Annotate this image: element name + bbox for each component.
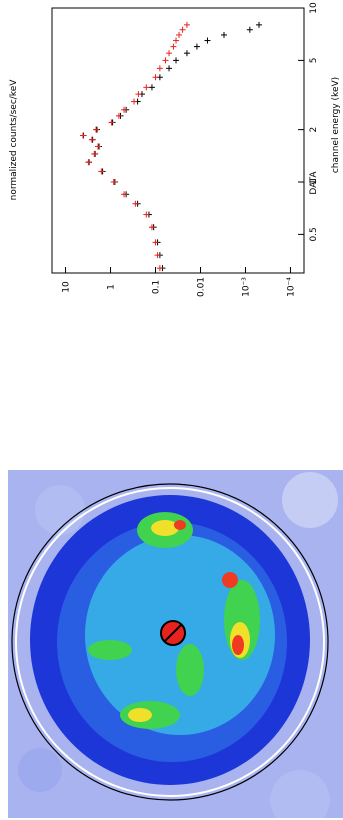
knot [176, 644, 204, 696]
blob [270, 770, 330, 818]
x-tick-label: 0.5 [309, 227, 319, 241]
data-point [166, 65, 173, 72]
data-point [108, 119, 115, 126]
exclusion-hatch [164, 624, 182, 642]
data-point [132, 200, 139, 207]
data-point [176, 31, 183, 38]
data-point [135, 91, 142, 98]
data-point [162, 57, 169, 64]
data-point [179, 26, 186, 33]
extraction-circle-outer [11, 483, 329, 801]
x-tick-label: 2 [309, 127, 319, 133]
data-point [156, 65, 163, 72]
y-tick-label: 0.1 [152, 280, 162, 294]
blob [35, 485, 85, 535]
data-point [94, 143, 101, 150]
spectrum-plot: 0.5 1 2 5 10 10⁻⁴ 10⁻³ 0.01 0.1 1 10 DATA channel… [9, 2, 341, 297]
data-point [170, 43, 177, 50]
x-axis-label: channel energy (keV) [331, 77, 341, 173]
y-tick-label: 0.01 [196, 277, 206, 297]
data-point [110, 179, 117, 186]
data-point [91, 150, 98, 157]
xray-image [8, 470, 343, 818]
data-point [115, 112, 122, 119]
y-tick-label: 10⁻⁴ [286, 277, 296, 297]
data-point [121, 106, 128, 113]
x-tick-label: 10 [309, 2, 319, 14]
data-point [79, 132, 86, 139]
data-point [98, 168, 105, 175]
spectrum-data-layer [79, 21, 263, 272]
data-point [154, 252, 161, 259]
data-point [88, 136, 95, 143]
y-tick-label: 10⁻³ [241, 277, 251, 297]
data-point [173, 57, 180, 64]
data-point [85, 159, 92, 166]
data-point [152, 74, 159, 81]
y-tick-label: 10 [62, 281, 72, 293]
data-point [166, 50, 173, 57]
knot [128, 708, 152, 722]
y-tick-label: 1 [107, 284, 117, 290]
y-axis-label: normalized counts/sec/keV [9, 79, 19, 201]
knot [88, 640, 132, 660]
x-axis-ticks: 0.5 1 2 5 10 [298, 2, 319, 242]
blob [282, 472, 338, 528]
data-point [204, 37, 211, 44]
data-point [246, 26, 253, 33]
data-point [152, 239, 159, 246]
data-point [156, 265, 163, 272]
data-point [256, 21, 263, 28]
plot-title: DATA [309, 171, 319, 195]
data-point [148, 224, 155, 231]
knot [174, 520, 186, 530]
x-tick-label: 5 [309, 58, 319, 64]
plot-frame [51, 7, 305, 274]
data-point [143, 84, 150, 91]
data-point [143, 211, 150, 218]
data-point [173, 37, 180, 44]
data-point [121, 191, 128, 198]
data-point [193, 43, 200, 50]
y-axis-ticks: 10⁻⁴ 10⁻³ 0.01 0.1 1 10 [62, 267, 296, 297]
extraction-circle-inner [15, 487, 325, 797]
knot [222, 572, 238, 588]
blob [18, 748, 62, 792]
data-point [183, 21, 190, 28]
x-tick-label: 1 [309, 179, 319, 185]
knot [151, 520, 179, 536]
data-point [221, 31, 228, 38]
data-point [148, 84, 155, 91]
knot [232, 635, 244, 655]
data-point [131, 98, 138, 105]
data-point [93, 126, 100, 133]
data-point [183, 50, 190, 57]
